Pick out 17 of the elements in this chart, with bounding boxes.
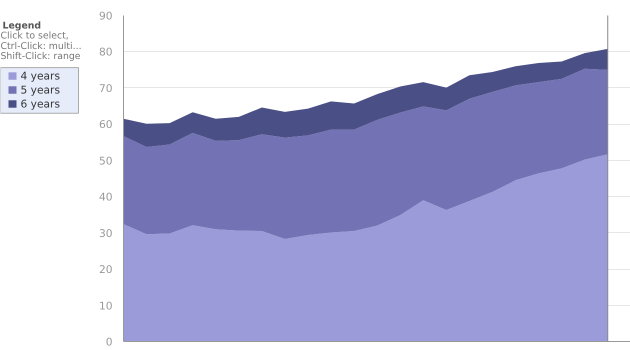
y-tick-label: 80 [98,46,113,59]
text: Click to select, [0,30,69,42]
legend-label: 5 years [20,84,60,97]
y-tick-label: 10 [98,299,113,312]
y-tick-label: 90 [98,10,113,22]
y-tick-label: 0 [106,336,113,348]
y-tick-label: 20 [98,263,113,276]
legend-label: 6 years [20,97,60,110]
legend-label: 4 years [20,70,60,83]
y-tick-label: 30 [98,226,113,240]
y-tick-label: 50 [98,154,113,168]
legend-title: Legend [2,20,42,32]
text: Shift-Click: range [0,51,81,62]
text: Ctrl-Click: multi... [0,40,82,52]
y-tick-label: 70 [98,82,113,95]
y-tick-label: 60 [98,118,113,132]
y-tick-label: 40 [98,190,113,204]
